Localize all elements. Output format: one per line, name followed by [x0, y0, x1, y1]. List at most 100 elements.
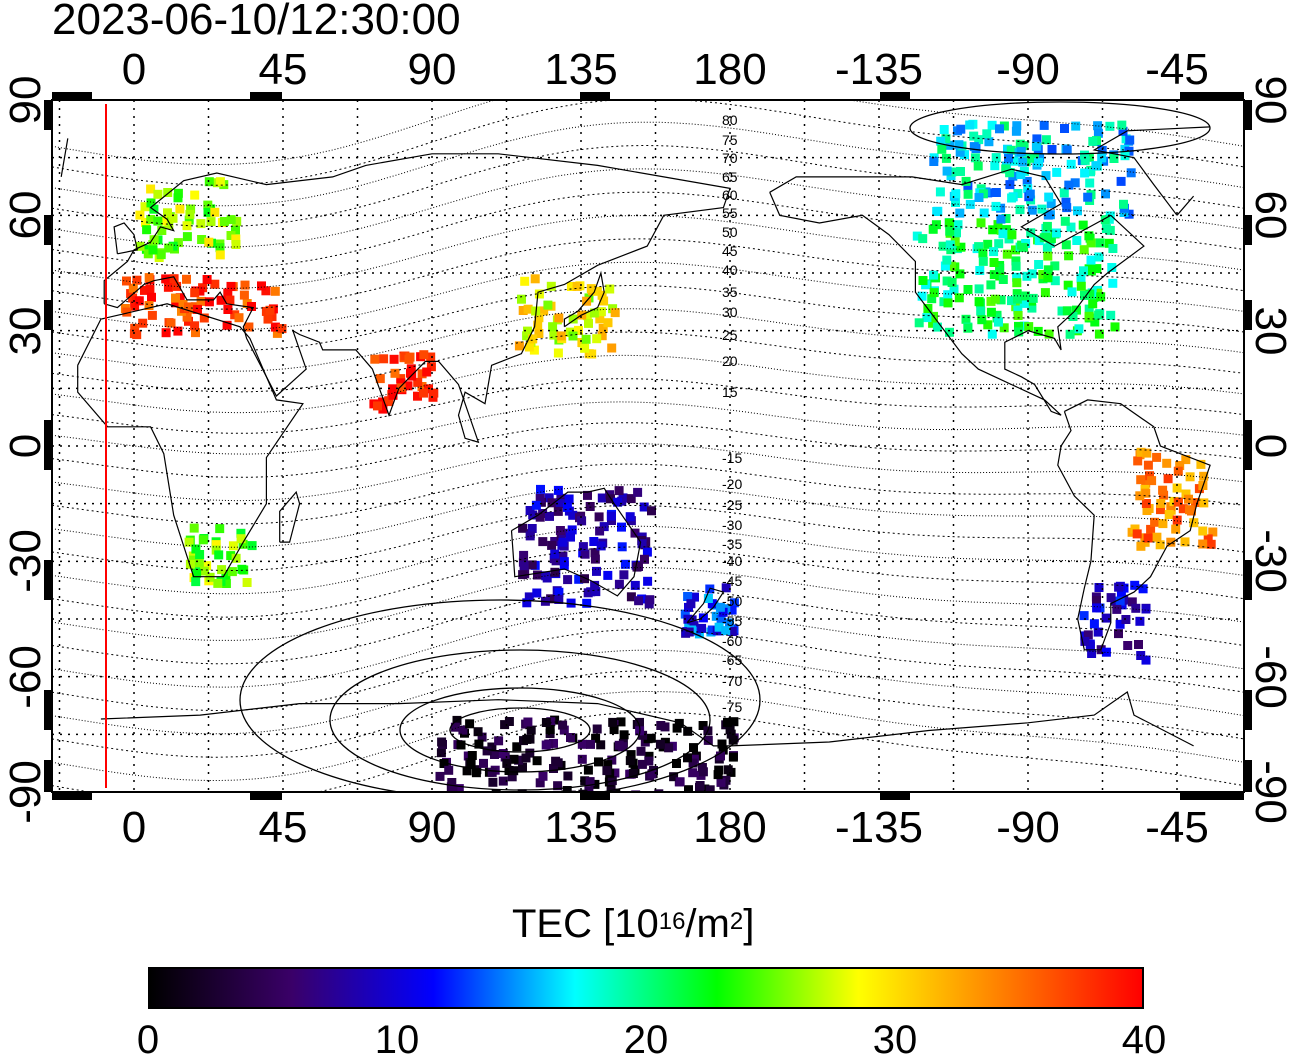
tec-cell	[555, 526, 565, 535]
tec-cell	[582, 598, 592, 608]
tec-cell	[982, 129, 992, 139]
tec-cell	[190, 190, 200, 200]
tec-cell	[986, 280, 996, 290]
tec-cell	[991, 201, 1001, 211]
tec-cell	[974, 297, 984, 307]
tec-cell	[1114, 629, 1123, 639]
tec-cell	[518, 523, 528, 533]
tec-cell	[1125, 135, 1135, 145]
tec-cell	[990, 294, 1000, 304]
tec-cell	[714, 622, 724, 632]
tec-cell	[683, 614, 693, 624]
colorbar-tick-label: 10	[374, 1018, 420, 1062]
tec-cell	[596, 541, 606, 551]
tec-cell	[378, 404, 388, 414]
tec-cell	[945, 226, 955, 236]
tec-cell	[683, 726, 693, 736]
lon-tick-bottom: 180	[693, 803, 767, 852]
tec-cell	[1033, 326, 1043, 336]
tec-cell	[586, 284, 596, 294]
tec-cell	[608, 717, 618, 727]
tec-cell	[522, 331, 532, 341]
tec-cell	[1145, 471, 1154, 481]
tec-cell	[202, 561, 212, 571]
tec-cell	[644, 751, 654, 761]
tec-cell	[512, 742, 522, 752]
tec-cell	[590, 554, 600, 564]
tec-cell	[611, 788, 621, 792]
tec-cell	[1067, 287, 1077, 297]
tec-cell	[1088, 299, 1098, 309]
tec-cell	[204, 177, 214, 187]
tec-cell	[390, 368, 400, 378]
tec-cell	[976, 306, 986, 316]
tec-cell	[148, 240, 158, 250]
tec-cell	[614, 740, 624, 750]
tec-cell	[1180, 537, 1190, 547]
tec-cell	[228, 541, 238, 551]
tec-cell	[214, 550, 224, 560]
colorbar-tick-label: 30	[872, 1018, 918, 1062]
tec-cell	[202, 275, 212, 284]
coastline-eurasia	[103, 153, 731, 444]
tec-cell	[524, 342, 534, 352]
tec-cell	[216, 295, 226, 305]
tec-cell	[683, 753, 692, 763]
tec-cell	[413, 377, 423, 387]
tec-cell	[1080, 155, 1090, 165]
tec-cell	[1101, 613, 1111, 623]
tec-cell	[217, 565, 227, 575]
colorbar-tick-label: 0	[136, 1018, 160, 1062]
tec-cell	[1150, 517, 1160, 527]
tec-cell	[1199, 471, 1209, 481]
tec-cell	[1001, 214, 1011, 223]
tec-cell	[716, 614, 726, 624]
tec-cell	[935, 187, 945, 197]
tec-cell	[591, 733, 601, 743]
contour-label: -60	[722, 633, 742, 649]
tec-cell	[647, 769, 657, 779]
tec-cell	[1112, 604, 1122, 614]
tec-cell	[1043, 251, 1053, 261]
tec-cell	[204, 237, 214, 247]
tec-cell	[1105, 121, 1115, 131]
tec-cell	[211, 540, 221, 550]
tec-cell	[596, 740, 606, 750]
tec-cell	[204, 297, 214, 307]
tec-cell	[946, 245, 956, 255]
tec-cell	[1126, 168, 1136, 178]
tec-cell	[144, 301, 154, 310]
tec-cell	[1097, 145, 1107, 155]
tec-cell	[1092, 603, 1102, 613]
tec-cell	[429, 388, 439, 398]
tec-cell	[645, 595, 655, 605]
tec-cell	[705, 785, 715, 792]
tec-cell	[545, 725, 555, 734]
tec-cell	[963, 285, 973, 294]
tec-cell	[675, 777, 685, 787]
tec-cell	[419, 388, 428, 398]
tec-cell	[153, 189, 163, 199]
tec-cell	[1016, 146, 1026, 156]
magnetic-latitude-contour	[52, 144, 1244, 228]
tec-cell	[963, 189, 973, 199]
colorbar-tick-label: 20	[623, 1018, 669, 1062]
tec-cell	[1061, 197, 1071, 207]
tec-cell	[598, 323, 608, 333]
tec-cell	[536, 484, 545, 494]
tec-cell	[582, 311, 592, 321]
tec-cell	[1142, 506, 1152, 515]
tec-cell	[379, 354, 389, 364]
tec-cell	[1062, 203, 1072, 213]
tec-cell	[171, 293, 180, 303]
contour-label: 45	[722, 243, 738, 259]
tec-cell	[1085, 289, 1095, 299]
tec-cell	[977, 315, 987, 325]
tec-cell	[479, 758, 488, 768]
tec-cell	[147, 310, 157, 320]
tec-cell	[128, 283, 138, 293]
tec-cell	[448, 784, 458, 792]
magnetic-latitude-contour	[52, 422, 1244, 478]
tec-cell	[222, 320, 232, 330]
lat-tick-left: -30	[1, 529, 50, 593]
